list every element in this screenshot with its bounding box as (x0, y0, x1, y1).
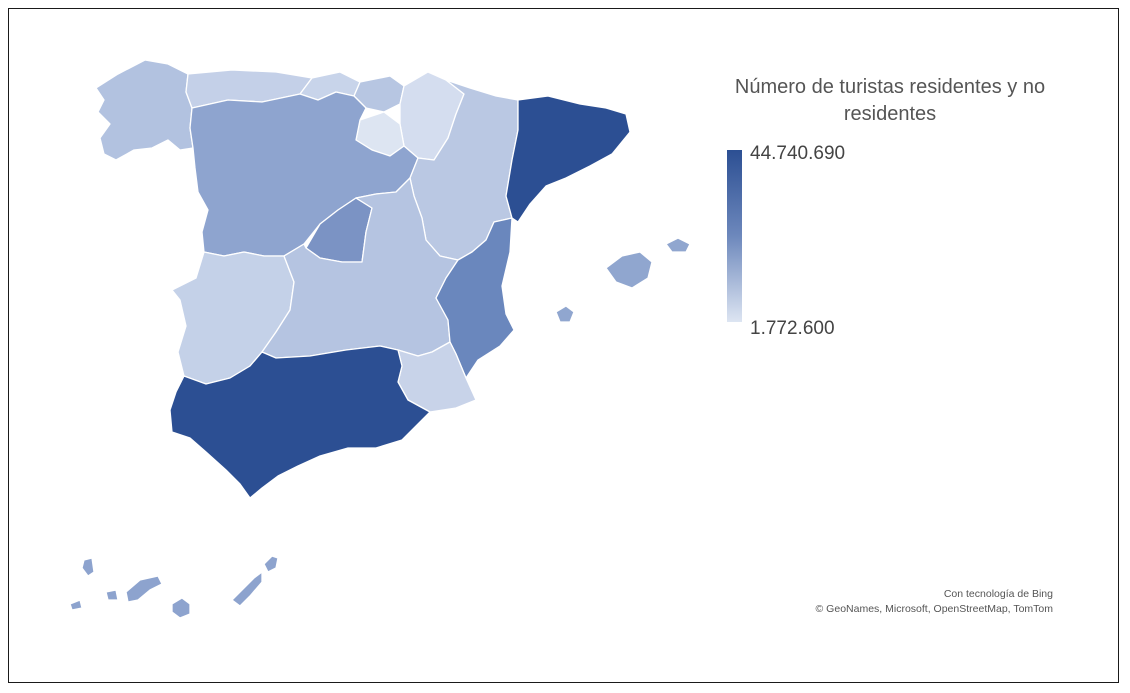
region-valencia[interactable] (435, 217, 515, 379)
region-baleares-menorca[interactable] (665, 237, 691, 253)
attribution-line1: Con tecnología de Bing (943, 588, 1053, 600)
region-canarias-hierro[interactable] (69, 599, 83, 611)
region-canarias-gomera[interactable] (105, 589, 119, 601)
region-galicia[interactable] (95, 59, 194, 161)
region-baleares-mallorca[interactable] (605, 251, 653, 289)
legend-title-line1: Número de turistas residentes y no (734, 76, 1046, 98)
region-canarias-lanzarote[interactable] (263, 555, 279, 573)
region-cataluna[interactable] (505, 95, 631, 223)
legend-min-label: 1.772.600 (750, 318, 835, 339)
legend-color-scale (727, 150, 742, 322)
region-canarias-lapalma[interactable] (81, 557, 95, 577)
region-canarias-grancanaria[interactable] (171, 597, 191, 619)
region-andalucia[interactable] (169, 345, 431, 499)
legend-title: Número de turistas residentes y no resid… (690, 74, 1090, 128)
map-attribution: Con tecnología de Bing © GeoNames, Micro… (816, 587, 1053, 617)
region-canarias-fuerteventura[interactable] (231, 571, 263, 607)
region-baleares-ibiza[interactable] (555, 305, 575, 323)
region-canarias-tenerife[interactable] (125, 575, 163, 603)
legend-max-label: 44.740.690 (750, 143, 846, 164)
legend-title-line2: residentes (843, 103, 937, 125)
attribution-line2: © GeoNames, Microsoft, OpenStreetMap, To… (815, 603, 1053, 615)
